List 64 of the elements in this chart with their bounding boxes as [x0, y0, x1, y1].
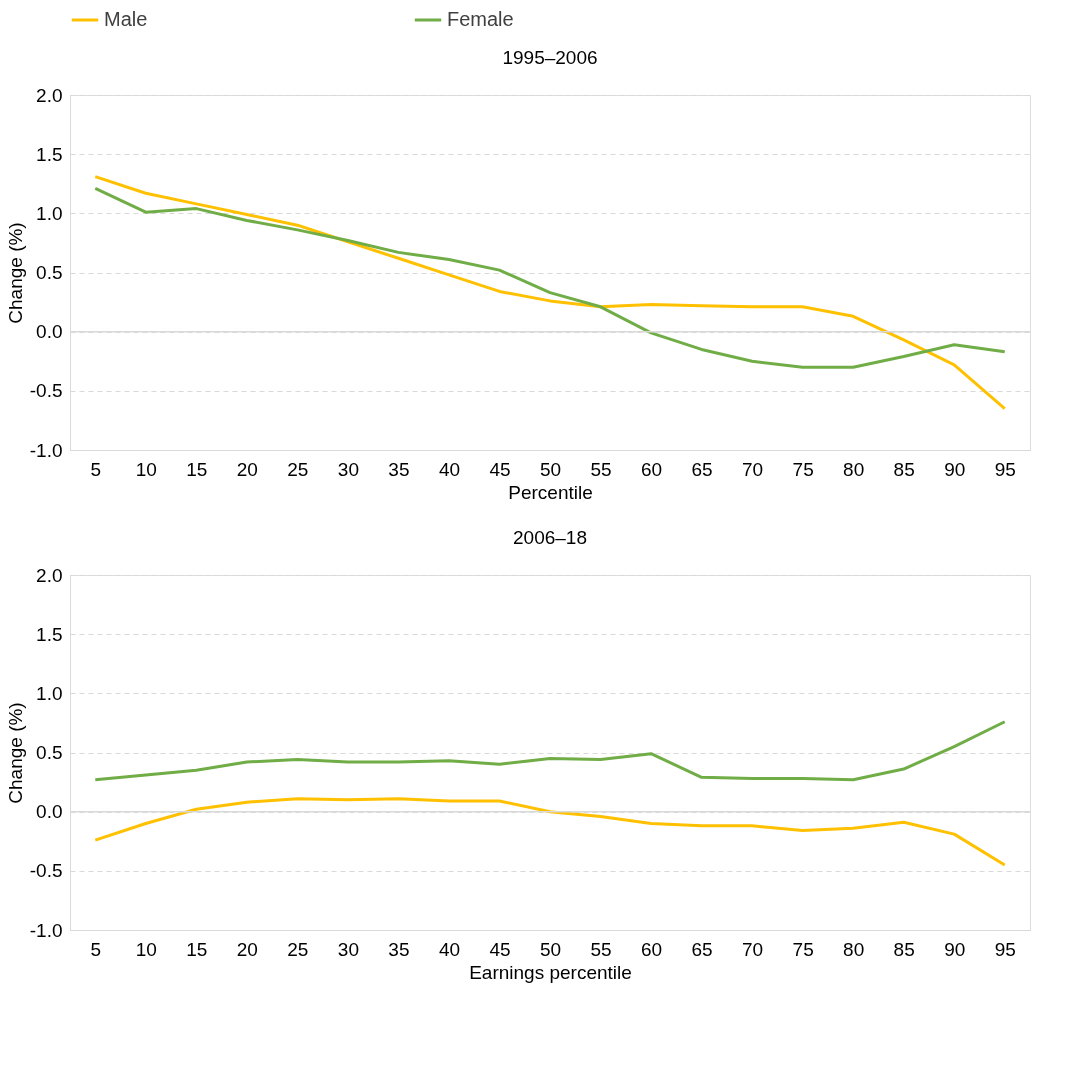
x-tick-label: 65 — [691, 938, 713, 960]
x-tick-label: 60 — [640, 458, 663, 480]
x-tick-label: 5 — [90, 458, 102, 480]
y-tick-label: 0.0 — [36, 801, 63, 823]
y-axis-title: Change (%) — [4, 702, 26, 804]
x-tick-label: 30 — [337, 458, 359, 480]
x-tick-label: 70 — [742, 458, 764, 480]
line-series — [93, 797, 1007, 867]
x-tick-label: 25 — [287, 938, 309, 960]
x-tick-label: 85 — [893, 458, 915, 480]
x-tick-label: 80 — [843, 938, 865, 960]
x-tick-label: 40 — [438, 938, 461, 960]
chart-title: 1995–2006 — [502, 47, 598, 68]
legend-label: Female — [447, 8, 514, 30]
x-tick-label: 45 — [489, 938, 511, 960]
y-axis-title: Change (%) — [4, 222, 26, 324]
x-tick-label: 75 — [792, 938, 814, 960]
x-tick-label: 90 — [944, 458, 966, 480]
x-tick-label: 70 — [742, 938, 764, 960]
x-tick-label: 65 — [691, 458, 713, 480]
y-tick-label: 1.5 — [36, 623, 63, 645]
x-tick-label: 60 — [640, 938, 663, 960]
x-tick-label: 45 — [489, 458, 511, 480]
y-tick-label: 1.0 — [36, 682, 63, 704]
x-tick-label: 95 — [994, 458, 1016, 480]
x-tick-label: 50 — [539, 458, 562, 480]
x-tick-label: 50 — [539, 938, 562, 960]
x-tick-label: 20 — [236, 938, 258, 960]
y-tick-label: 2.0 — [36, 564, 63, 586]
x-tick-label: 5 — [90, 938, 102, 960]
y-tick-label: -0.5 — [29, 380, 63, 402]
y-tick-label: -1.0 — [29, 439, 63, 461]
x-tick-label: 25 — [287, 458, 309, 480]
x-tick-label: 95 — [994, 938, 1016, 960]
legend-label: Male — [104, 8, 148, 30]
x-axis-title: Earnings percentile — [469, 961, 632, 983]
y-tick-label: -0.5 — [29, 860, 63, 882]
line-series — [93, 720, 1007, 782]
y-tick-label: 1.5 — [36, 143, 63, 165]
x-tick-label: 55 — [590, 458, 612, 480]
y-tick-label: -1.0 — [29, 919, 63, 941]
y-tick-label: 0.5 — [36, 262, 63, 283]
x-tick-label: 30 — [337, 938, 359, 960]
chart-title: 2006–18 — [513, 527, 587, 548]
y-tick-label: 0.0 — [36, 321, 63, 343]
y-tick-label: 2.0 — [36, 84, 63, 106]
x-tick-label: 10 — [135, 458, 157, 480]
line-series — [93, 186, 1007, 369]
x-tick-label: 80 — [843, 458, 865, 480]
x-tick-label: 15 — [186, 938, 208, 960]
x-tick-label: 10 — [135, 938, 157, 960]
y-tick-label: 0.5 — [36, 742, 63, 763]
x-tick-label: 85 — [893, 938, 915, 960]
x-tick-label: 20 — [236, 458, 258, 480]
y-tick-label: 1.0 — [36, 202, 63, 224]
x-tick-label: 90 — [944, 938, 966, 960]
line-series — [93, 175, 1007, 411]
x-tick-label: 35 — [388, 938, 410, 960]
x-tick-label: 55 — [590, 938, 612, 960]
x-tick-label: 40 — [438, 458, 461, 480]
x-tick-label: 15 — [186, 458, 208, 480]
x-tick-label: 75 — [792, 458, 814, 480]
x-axis-title: Percentile — [508, 481, 593, 503]
x-tick-label: 35 — [388, 458, 410, 480]
